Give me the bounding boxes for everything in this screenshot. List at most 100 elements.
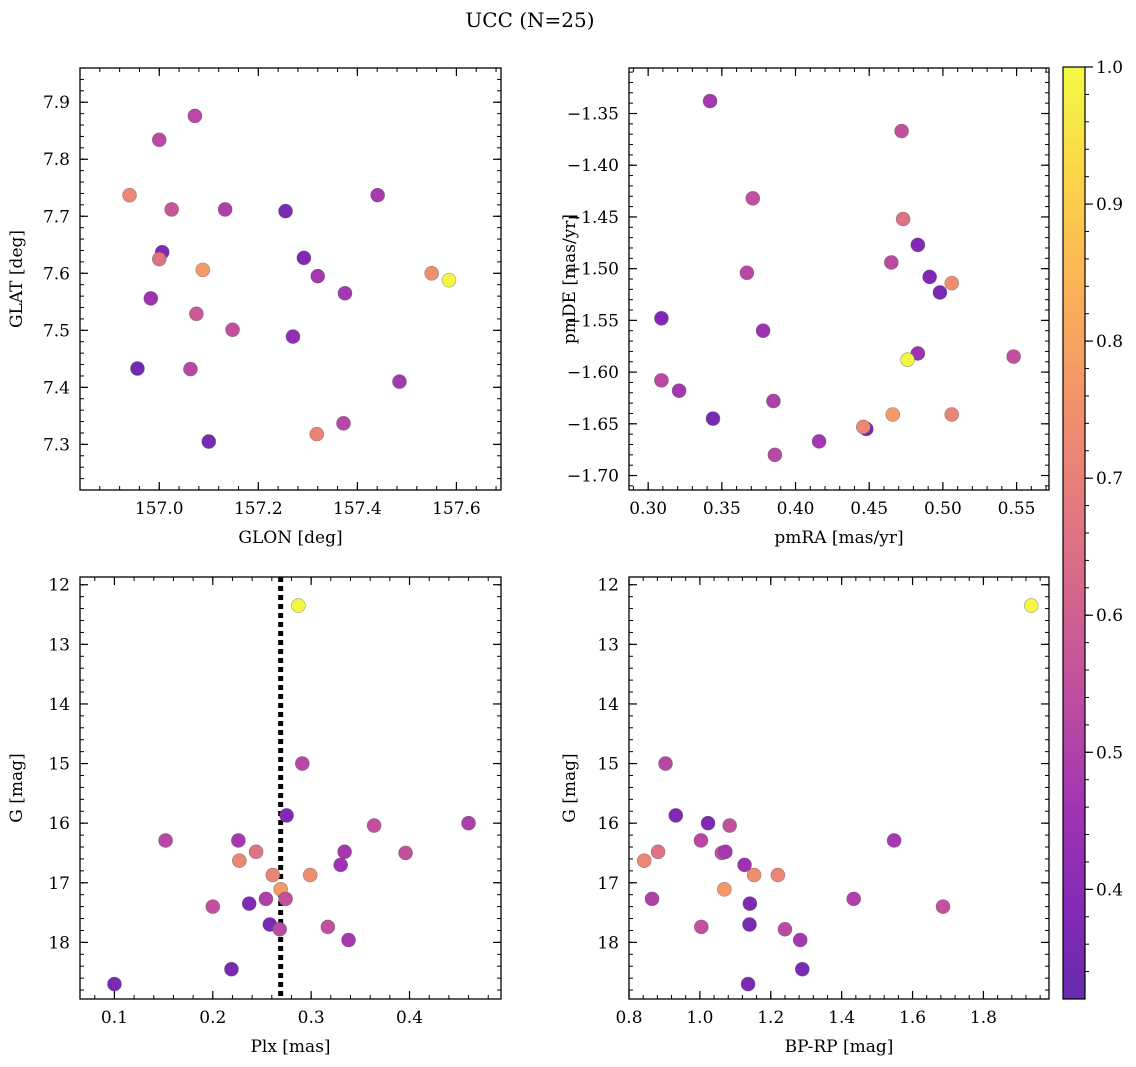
y-tick-label: 18 (597, 933, 619, 953)
data-point (107, 976, 122, 992)
data-point (302, 867, 318, 883)
data-point (705, 411, 721, 426)
colorbar: 0.4 0.5 0.6 0.7 0.8 0.9 1.0 (1062, 58, 1123, 1000)
data-point (333, 857, 348, 873)
panel-1: 157.0 157.2 157.4 157.6 7.3 7.4 7.5 7.6 7.7 7.8 7.… (7, 67, 502, 548)
axes-frame (79, 67, 502, 491)
data-point (205, 899, 221, 914)
data-point (366, 818, 382, 833)
data-point (241, 896, 257, 911)
data-point (755, 323, 771, 339)
data-point (424, 265, 439, 281)
data-point (164, 202, 179, 217)
data-point (195, 262, 211, 278)
x-axis-title: Plx [mas] (250, 1037, 330, 1057)
data-point (767, 447, 783, 463)
data-point (900, 352, 915, 367)
colorbar-tick-label: 0.9 (1096, 195, 1123, 215)
colorbar-tick-label: 0.7 (1096, 469, 1123, 489)
data-point (158, 833, 173, 848)
x-tick-label: 0.40 (777, 499, 815, 519)
y-tick-label: −1.40 (567, 156, 619, 176)
x-tick-label: 0.8 (615, 1008, 642, 1028)
data-point (745, 191, 761, 206)
data-point (337, 285, 353, 301)
y-tick-label: 17 (48, 874, 70, 894)
data-point (441, 272, 457, 288)
colorbar-tick-label: 0.4 (1096, 880, 1123, 900)
y-tick-label: 15 (48, 755, 70, 775)
data-point (320, 919, 336, 935)
y-tick-label: 16 (48, 814, 70, 834)
data-point (231, 833, 246, 848)
x-tick-label: 1.4 (828, 1008, 855, 1028)
data-point (644, 891, 660, 907)
data-point (792, 932, 808, 948)
data-point (636, 853, 652, 869)
data-point (746, 867, 762, 883)
data-point (885, 407, 901, 422)
y-tick-label: 7.6 (43, 264, 70, 284)
data-point (944, 407, 960, 422)
data-point (296, 250, 312, 266)
data-point (884, 255, 899, 270)
y-tick-label: 7.7 (43, 207, 70, 227)
data-point (740, 976, 756, 992)
y-tick-label: −1.65 (567, 415, 619, 435)
data-point (922, 269, 937, 285)
data-point (910, 237, 926, 253)
colorbar-tick-label: 0.6 (1096, 606, 1123, 626)
data-point (654, 311, 669, 326)
y-tick-label: 7.9 (43, 93, 70, 113)
data-point (224, 961, 239, 977)
data-point (278, 891, 293, 907)
data-point (770, 867, 786, 883)
y-axis-title: G [mag] (560, 753, 580, 822)
data-point (183, 361, 198, 377)
data-point (718, 844, 733, 860)
y-tick-label: 7.3 (43, 435, 70, 455)
y-tick-label: −1.50 (567, 260, 619, 280)
data-point (151, 132, 167, 148)
figure-title: UCC (N=25) (465, 8, 594, 32)
x-axis-title: GLON [deg] (238, 528, 342, 548)
data-point (895, 211, 911, 227)
data-point (671, 383, 687, 399)
axes-frame (628, 67, 1050, 491)
y-tick-label: 15 (597, 755, 619, 775)
axes-frame (79, 576, 502, 1000)
data-point (461, 815, 476, 831)
y-tick-label: 12 (48, 576, 70, 596)
panels: 157.0 157.2 157.4 157.6 7.3 7.4 7.5 7.6 7.7 7.8 7.… (7, 67, 1050, 1057)
data-point (258, 891, 274, 907)
data-point (285, 329, 301, 344)
data-point (309, 426, 325, 442)
data-point (932, 285, 948, 300)
data-point (187, 108, 203, 124)
y-tick-label: −1.70 (567, 467, 619, 487)
data-point (742, 917, 757, 932)
y-tick-label: 12 (597, 576, 619, 596)
data-point (217, 202, 233, 217)
x-tick-label: 157.2 (234, 499, 283, 519)
x-tick-label: 0.35 (703, 499, 741, 519)
data-point (811, 434, 827, 449)
y-tick-label: −1.35 (567, 105, 619, 125)
data-point (935, 899, 951, 914)
y-tick-label: −1.45 (567, 208, 619, 228)
y-axis-title: GLAT [deg] (7, 230, 27, 328)
x-tick-label: 1.8 (970, 1008, 997, 1028)
y-axis-title: pmDE [mas/yr] (560, 214, 580, 344)
data-point (737, 857, 752, 873)
data-point (310, 268, 326, 284)
x-tick-label: 0.2 (199, 1008, 226, 1028)
x-axis-title: BP-RP [mag] (785, 1037, 894, 1057)
data-point (1023, 598, 1039, 613)
data-point (370, 187, 385, 203)
x-tick-label: 157.6 (432, 499, 481, 519)
data-point (693, 833, 709, 848)
y-axis-title: G [mag] (7, 753, 27, 822)
data-point (201, 434, 217, 449)
data-point (265, 867, 281, 883)
